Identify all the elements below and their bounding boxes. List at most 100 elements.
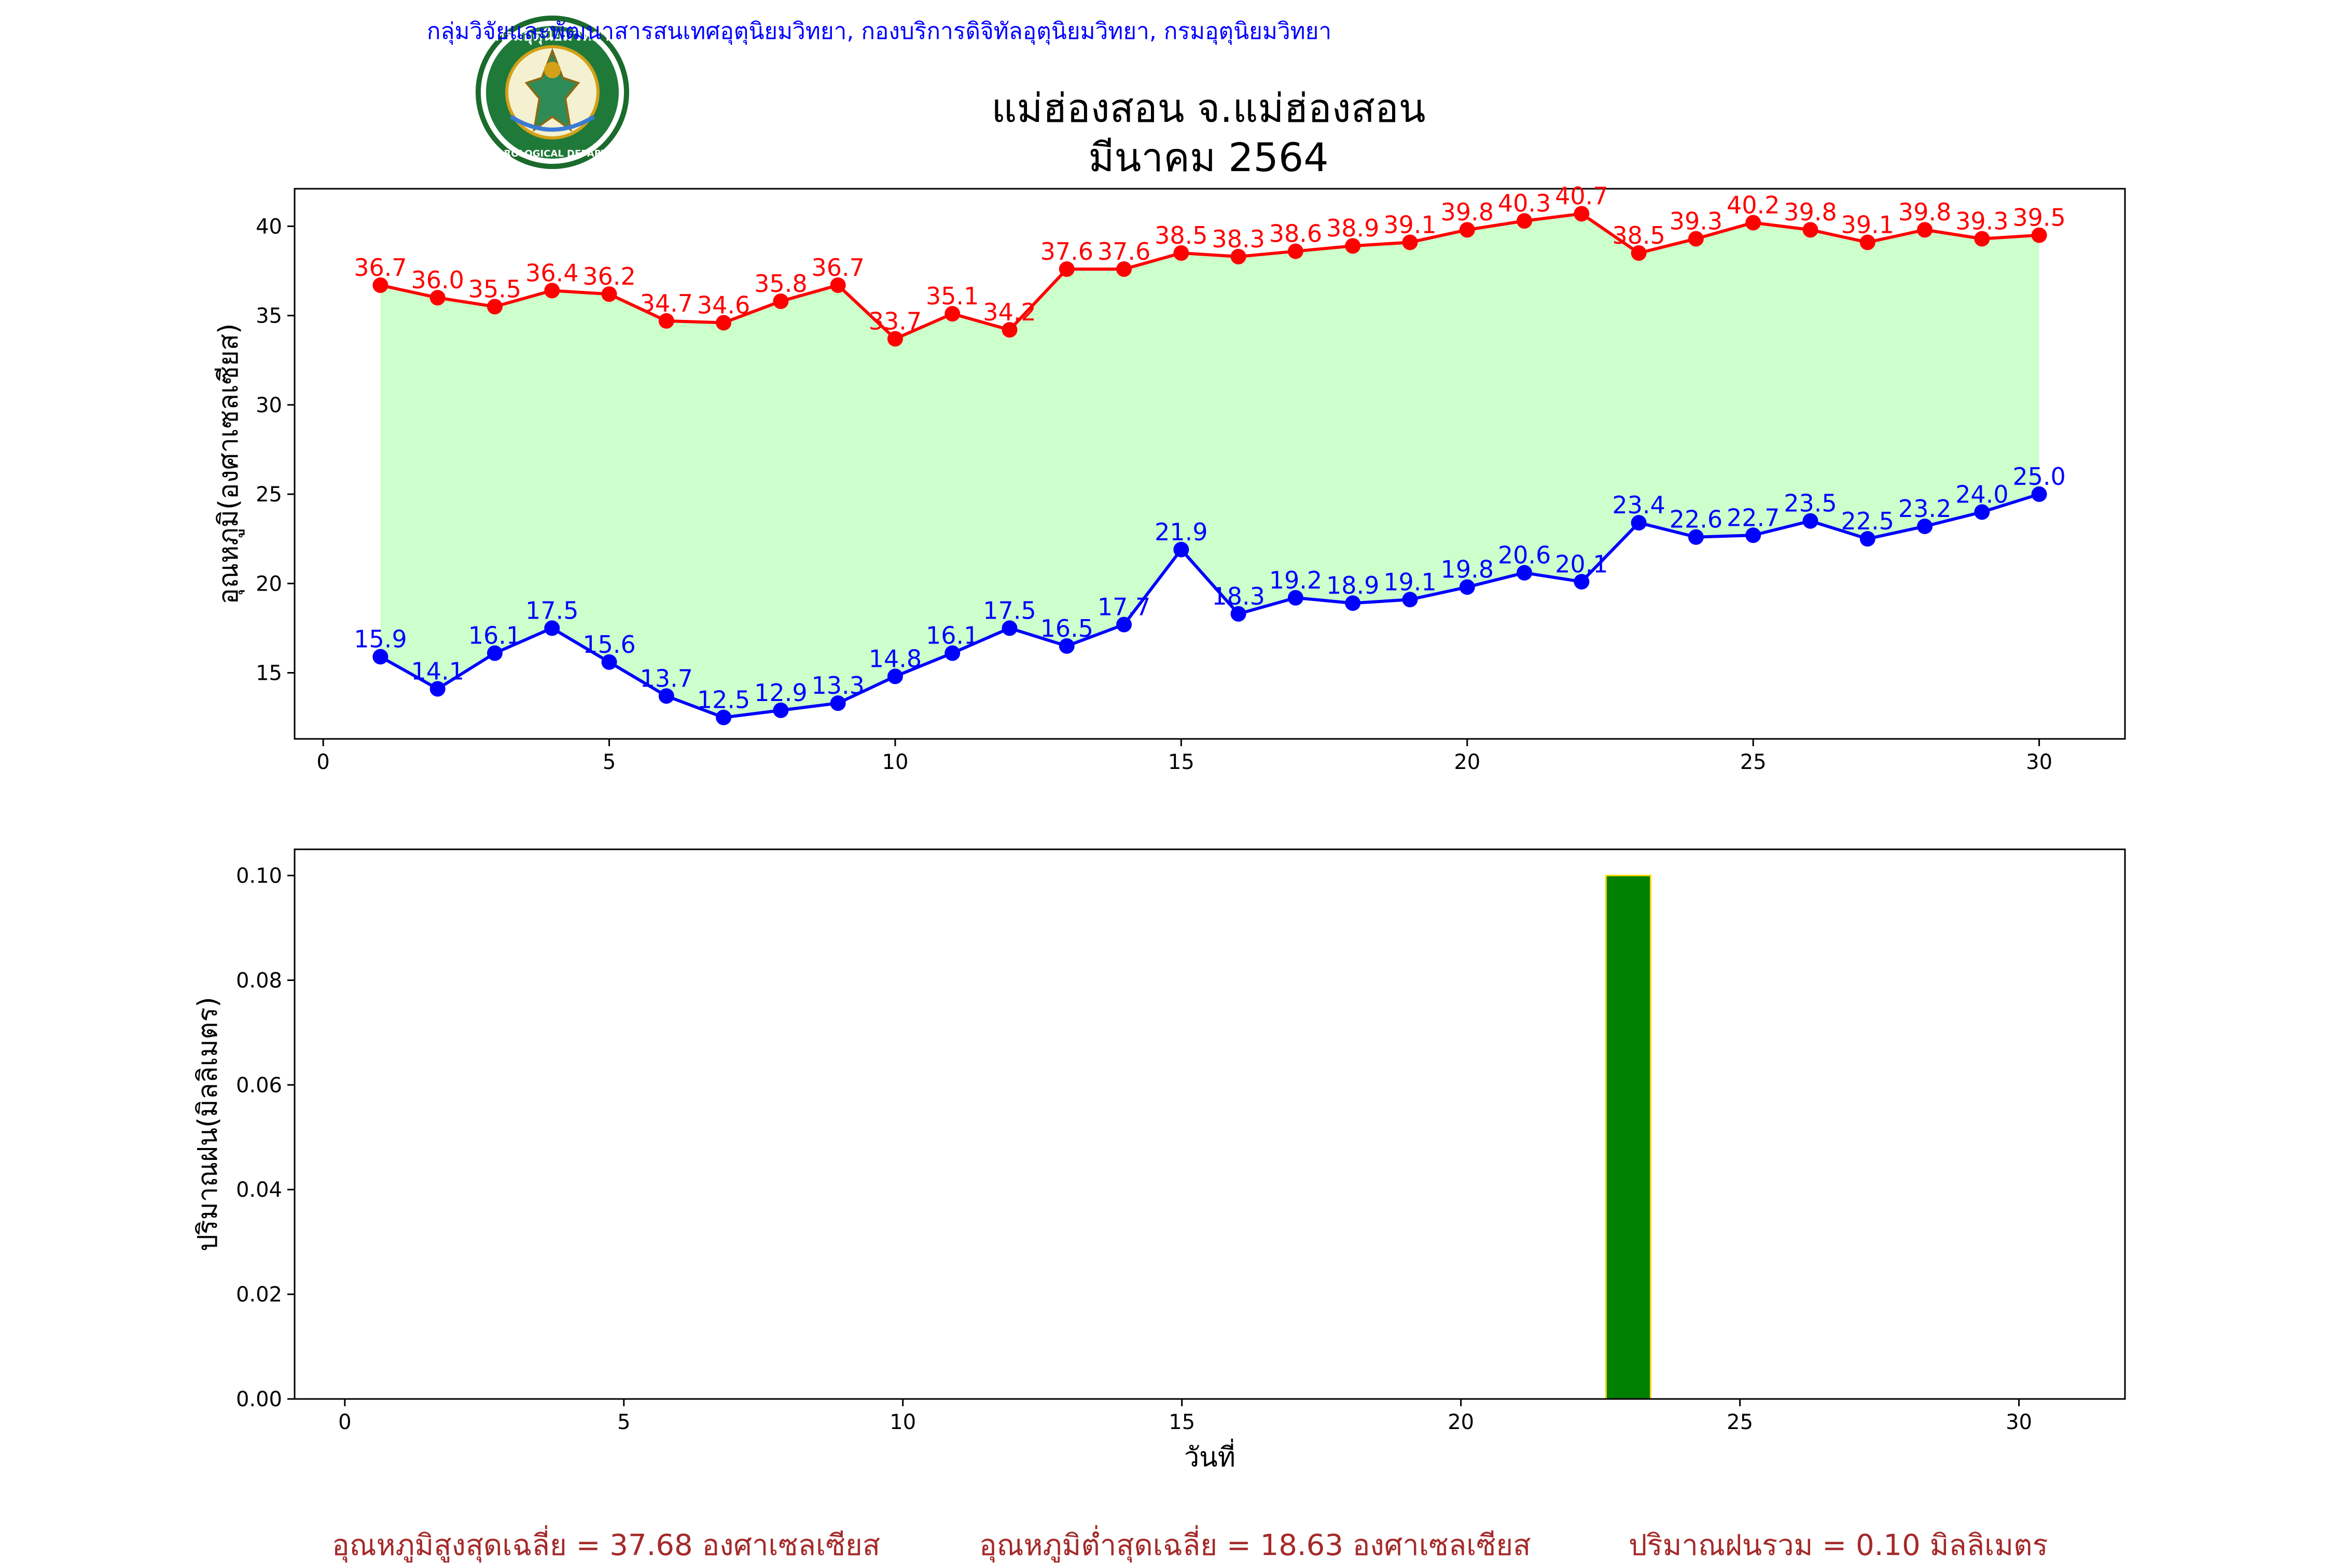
logo-bottom-text: METEOROLOGICAL DEPARTMENT (467, 148, 637, 159)
total-rain-text: ปริมาณฝนรวม = 0.10 มิลลิเมตร (1629, 1529, 2048, 1562)
min-temp-point (1745, 527, 1761, 543)
temp-range-fill (380, 214, 2039, 718)
min-temp-data-label: 25.0 (2012, 463, 2065, 491)
max-temp-point (1002, 322, 1018, 338)
chart-title-line2: มีนาคม 2564 (1088, 134, 1328, 180)
temp-axes-frame (294, 188, 2126, 740)
rain-y-tick-label: 0.08 (236, 969, 282, 992)
min-temp-data-label: 23.4 (1612, 491, 1665, 519)
rain-y-tick-label: 0.02 (236, 1283, 282, 1307)
min-temp-data-label: 12.5 (697, 686, 750, 714)
rain-x-tick-label: 5 (617, 1410, 630, 1434)
max-temp-point (1230, 248, 1246, 264)
max-temp-point (2031, 227, 2047, 243)
max-temp-point (887, 331, 903, 347)
min-temp-data-label: 17.5 (983, 596, 1036, 624)
rain-bar (1605, 874, 1651, 1400)
min-temp-data-label: 20.6 (1498, 541, 1551, 569)
max-temp-data-label: 38.3 (1212, 225, 1265, 253)
min-temp-data-label: 22.5 (1841, 507, 1894, 535)
max-temp-data-label: 36.0 (411, 266, 464, 294)
temp-y-tick-label: 30 (256, 394, 282, 417)
min-temp-point (1631, 515, 1647, 531)
rain-x-tick-label: 15 (1169, 1410, 1195, 1434)
max-temp-data-label: 39.3 (1670, 207, 1722, 235)
min-temp-data-label: 23.5 (1784, 489, 1837, 517)
temp-x-tick-label: 0 (316, 750, 329, 774)
temp-y-tick-label: 40 (256, 215, 282, 239)
min-temp-point (1116, 617, 1132, 633)
temp-x-tick-label: 30 (2026, 750, 2052, 774)
max-temp-point (372, 277, 388, 293)
max-temp-point (1631, 245, 1647, 261)
max-temp-data-label: 39.1 (1841, 211, 1894, 239)
min-temp-point (1173, 541, 1189, 557)
min-temp-data-label: 22.7 (1727, 503, 1780, 531)
min-temp-line (379, 493, 2040, 719)
min-temp-point (1574, 573, 1590, 590)
max-temp-point (1745, 215, 1761, 231)
max-temp-data-label: 36.7 (354, 254, 407, 282)
min-temp-point (372, 649, 388, 665)
temp-x-tick-label: 25 (1740, 750, 1767, 774)
min-temp-point (1859, 531, 1875, 547)
min-temp-point (601, 654, 617, 670)
min-temp-data-label: 23.2 (1898, 495, 1951, 523)
max-temp-point (1517, 213, 1533, 229)
min-temp-point (773, 702, 789, 718)
min-temp-point (1287, 590, 1303, 606)
min-temp-point (887, 668, 903, 684)
max-temp-data-label: 38.6 (1269, 220, 1322, 248)
max-temp-data-label: 38.5 (1155, 221, 1207, 249)
min-temp-data-label: 24.0 (1955, 481, 2008, 509)
max-temp-point (658, 313, 674, 329)
max-temp-data-label: 38.9 (1326, 214, 1379, 242)
min-temp-data-label: 19.2 (1269, 566, 1322, 594)
min-temp-data-label: 15.9 (354, 625, 407, 653)
max-temp-data-label: 34.2 (983, 298, 1036, 326)
max-temp-point (1173, 245, 1189, 261)
min-temp-point (544, 620, 560, 636)
max-temp-point (944, 306, 961, 322)
min-temp-point (1974, 504, 1990, 520)
max-temp-data-label: 34.6 (697, 291, 750, 319)
max-temp-data-label: 35.8 (754, 270, 807, 298)
max-temp-data-label: 39.8 (1784, 198, 1837, 226)
temp-y-tick-label: 15 (256, 662, 282, 685)
max-temp-point (716, 315, 732, 331)
max-temp-point (429, 290, 446, 306)
temperature-plot: 0 5 10 15 20 25 30 15 20 25 30 35 40 อุณหภูมิ(องศาเซล… (213, 182, 2126, 774)
rain-x-axis-label: วันที่ (1184, 1438, 1235, 1473)
min-temp-data-label: 19.1 (1383, 568, 1436, 596)
max-temp-point (1116, 261, 1132, 277)
max-temp-data-label: 40.2 (1727, 191, 1780, 219)
rain-x-tick-label: 0 (338, 1410, 351, 1434)
max-temp-point (1402, 234, 1418, 250)
rain-x-tick-label: 30 (2006, 1410, 2032, 1434)
min-temp-point (429, 681, 446, 697)
rain-x-tick-label: 20 (1448, 1410, 1474, 1434)
temp-x-tick-label: 20 (1454, 750, 1480, 774)
rain-y-tick-label: 0.04 (236, 1178, 282, 1202)
max-temp-point (1917, 222, 1933, 238)
rain-axes-frame (294, 848, 2126, 1400)
max-temp-data-label: 35.1 (926, 282, 979, 310)
max-temp-data-label: 37.6 (1040, 237, 1093, 265)
max-temp-data-label: 34.7 (640, 289, 693, 317)
temp-y-tick-label: 35 (256, 304, 282, 328)
min-temp-data-label: 18.9 (1326, 571, 1379, 599)
min-temp-data-label: 17.7 (1097, 593, 1150, 621)
logo-top-text: กรมอุตุนิยมวิทยา (495, 26, 609, 45)
min-temp-point (1917, 519, 1933, 535)
rain-y-tick-label: 0.00 (236, 1388, 282, 1411)
max-temp-data-label: 39.5 (2012, 204, 2065, 232)
min-temp-point (1688, 529, 1704, 545)
max-temp-point (1345, 238, 1361, 254)
min-temp-data-label: 17.5 (525, 596, 578, 624)
avg-max-temp-text: อุณหภูมิสูงสุดเฉลี่ย = 37.68 องศาเซลเซีย… (332, 1529, 881, 1562)
min-temp-data-label: 19.8 (1441, 555, 1494, 583)
min-temp-data-label: 22.6 (1670, 506, 1722, 534)
max-temp-data-label: 33.7 (869, 307, 922, 335)
min-temp-data-label: 13.7 (640, 664, 693, 692)
max-temp-data-label: 36.2 (582, 262, 635, 290)
